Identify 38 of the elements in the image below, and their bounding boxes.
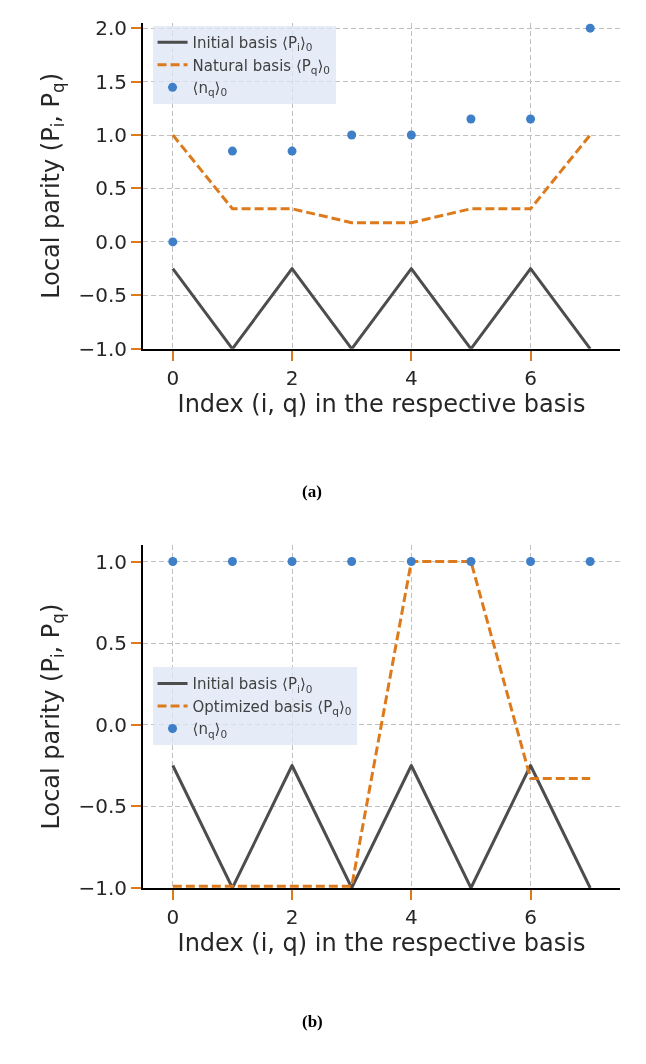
x-tick-label: 4 — [404, 365, 418, 390]
point — [406, 130, 416, 140]
x-axis-title: Index (i, q) in the respective basis — [177, 928, 586, 957]
y-tick-label: −0.5 — [78, 283, 127, 308]
x-tick-label: 2 — [285, 904, 299, 929]
text: (a) — [302, 482, 322, 501]
x-tick-label: 6 — [524, 904, 537, 929]
point — [168, 237, 178, 247]
y-tick-label: 0.0 — [95, 712, 127, 737]
y-tick-label: 1.0 — [95, 123, 127, 148]
point — [347, 130, 357, 140]
y-tick-label: −1.0 — [78, 875, 127, 900]
point — [287, 146, 297, 156]
x-tick-label: 0 — [166, 365, 180, 390]
point — [526, 114, 536, 124]
point — [585, 23, 595, 33]
y-tick-label: −0.5 — [78, 794, 127, 819]
point — [466, 114, 476, 124]
x-axis-title: Index (i, q) in the respective basis — [177, 389, 586, 418]
legend-label: Natural basis ⟨P$_{q}$⟩$_{0}$ — [192, 56, 331, 76]
x-tick-label: 4 — [404, 904, 418, 929]
legend-label: Initial basis ⟨P$_{i}$⟩$_{0}$ — [192, 34, 313, 54]
y-tick-label: 1.0 — [95, 549, 127, 574]
y-tick-label: 0.5 — [95, 176, 127, 201]
y-tick-label: 2.0 — [95, 16, 127, 41]
legend-label: Optimized basis ⟨P$_{q}$⟩$_{0}$ — [192, 697, 352, 718]
y-tick-label: 1.5 — [95, 69, 127, 94]
x-tick-label: 6 — [524, 365, 537, 390]
text: (b) — [302, 1012, 323, 1031]
x-tick-label: 2 — [285, 365, 299, 390]
y-tick-label: −1.0 — [78, 336, 127, 361]
legend-label: ⟨n$_{q}$⟩$_{0}$ — [192, 79, 228, 99]
legend-label: ⟨n$_{q}$⟩$_{0}$ — [192, 720, 228, 740]
point — [227, 146, 237, 156]
x-tick-label: 0 — [166, 904, 180, 929]
y-tick-label: 0.0 — [95, 229, 127, 254]
legend-label: Initial basis ⟨P$_{i}$⟩$_{0}$ — [192, 675, 313, 695]
y-tick-label: 0.5 — [95, 631, 127, 656]
